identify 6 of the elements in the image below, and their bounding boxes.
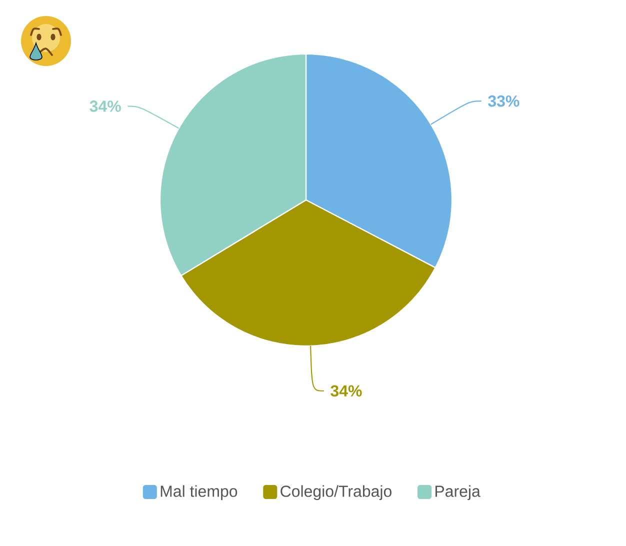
legend-label: Mal tiempo — [160, 485, 238, 500]
data-label: 34% — [330, 385, 362, 397]
data-label: 33% — [488, 95, 520, 107]
legend-label: Pareja — [435, 485, 480, 500]
data-label: 34% — [90, 100, 121, 112]
legend-label: Colegio/Trabajo — [280, 485, 392, 500]
